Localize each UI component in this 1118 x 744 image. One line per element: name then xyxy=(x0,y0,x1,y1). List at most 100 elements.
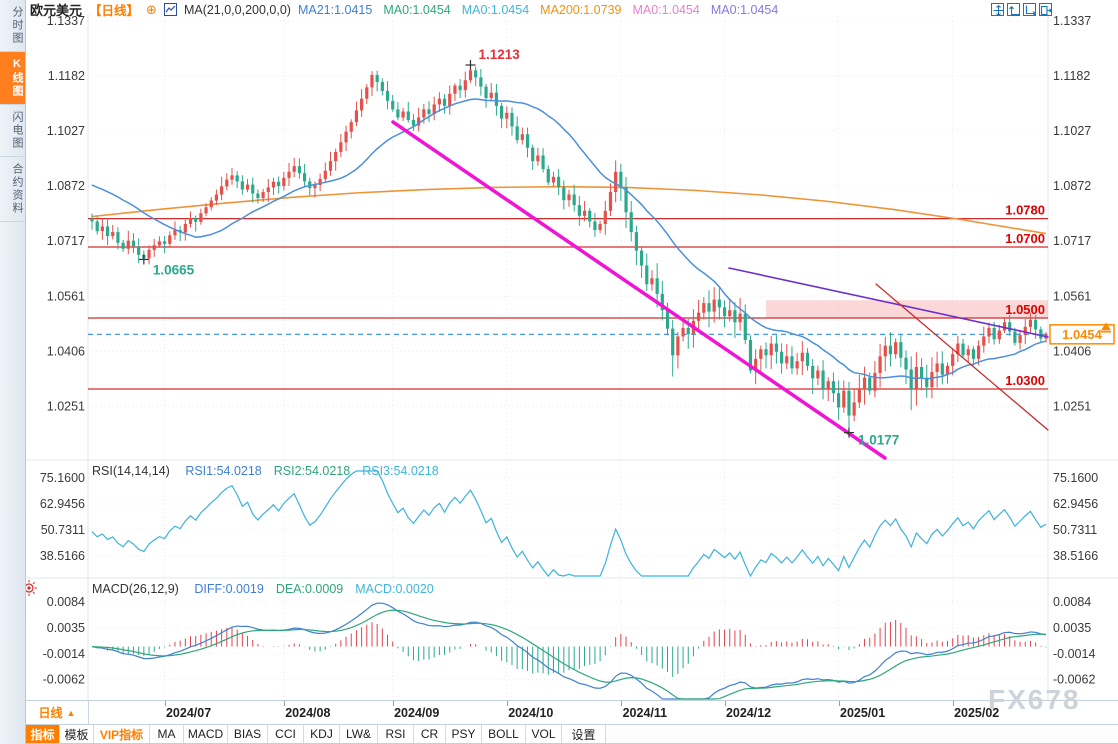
x-axis-date-label: 2024/12 xyxy=(725,706,772,720)
macd-value: DIFF:0.0019 xyxy=(194,582,264,596)
svg-text:1.0561: 1.0561 xyxy=(47,289,85,303)
svg-text:1.0406: 1.0406 xyxy=(47,344,85,358)
toolbar-item-设置[interactable]: 设置 xyxy=(562,725,606,743)
svg-text:1.0177: 1.0177 xyxy=(858,433,899,448)
period-tag: 【日线】 xyxy=(89,4,140,18)
toolbar-item-KDJ[interactable]: KDJ xyxy=(304,725,340,743)
svg-text:38.5166: 38.5166 xyxy=(40,549,85,563)
macd-values: DIFF:0.0019 DEA:0.0009 MACD:0.0020 xyxy=(194,582,445,596)
macd-title: MACD(26,12,9) xyxy=(92,582,179,596)
date-axis-row: 日线 ▲ 2024/07 2024/08 2024/09 2024/10 2024/11… xyxy=(26,700,1118,725)
toolbar-item-BIAS[interactable]: BIAS xyxy=(228,725,268,743)
export-icon[interactable] xyxy=(1039,3,1052,16)
sidebar-tab-3[interactable]: 闪电图 xyxy=(0,105,25,157)
period-selector-label: 日线 xyxy=(38,706,63,720)
rsi-values: RSI1:54.0218 RSI2:54.0218 RSI3:54.0218 xyxy=(185,464,450,478)
toolbar-item-CR[interactable]: CR xyxy=(414,725,446,743)
ma-value: MA200:1.0739 xyxy=(540,2,622,17)
kline-chart-icon xyxy=(163,3,177,16)
svg-text:1.0561: 1.0561 xyxy=(1053,289,1091,303)
toolbar-item-BOLL[interactable]: BOLL xyxy=(482,725,526,743)
move-icon[interactable] xyxy=(991,3,1004,16)
svg-text:1.1182: 1.1182 xyxy=(48,69,85,83)
svg-text:1.0251: 1.0251 xyxy=(1053,399,1091,413)
rsi-value: RSI2:54.0218 xyxy=(273,464,351,478)
svg-text:75.1600: 75.1600 xyxy=(1053,471,1098,485)
svg-text:1.0872: 1.0872 xyxy=(1053,179,1091,193)
svg-text:1.0700: 1.0700 xyxy=(1005,231,1045,246)
chart-header: 欧元美元 【日线】 ⊕ MA(21,0,0,200,0,0) MA21:1.04… xyxy=(30,1,789,19)
sidebar-tab-4[interactable]: 合约资料 xyxy=(0,157,25,222)
period-selector[interactable]: 日线 ▲ xyxy=(26,701,89,724)
x-axis-date-label: 2024/07 xyxy=(165,706,212,720)
svg-text:38.5166: 38.5166 xyxy=(1053,549,1098,563)
svg-text:0.0035: 0.0035 xyxy=(1053,621,1091,635)
month-tick xyxy=(620,701,622,706)
toolbar-item-模板[interactable]: 模板 xyxy=(60,725,94,743)
macd-value: DEA:0.0009 xyxy=(275,582,344,596)
chevron-up-icon: ▲ xyxy=(66,707,76,718)
svg-text:50.7311: 50.7311 xyxy=(41,523,85,537)
svg-text:1.1182: 1.1182 xyxy=(1053,69,1090,83)
zoom-y-axis-icon[interactable] xyxy=(1007,3,1020,16)
toolbar-item-VOL[interactable]: VOL xyxy=(526,725,562,743)
svg-text:1.0717: 1.0717 xyxy=(1053,234,1091,248)
svg-text:1.0406: 1.0406 xyxy=(1053,344,1091,358)
x-axis-date-label: 2025/02 xyxy=(954,706,1000,720)
svg-text:1.0300: 1.0300 xyxy=(1005,373,1045,388)
svg-text:0.0084: 0.0084 xyxy=(47,595,85,609)
svg-text:1.1027: 1.1027 xyxy=(47,124,85,138)
rsi-value: RSI3:54.0218 xyxy=(362,464,439,478)
sidebar-tab-2[interactable]: K线图 xyxy=(0,52,25,105)
symbol-name: 欧元美元 xyxy=(30,3,83,18)
svg-text:1.1337: 1.1337 xyxy=(47,14,85,28)
x-axis-date-label: 2024/11 xyxy=(622,706,668,720)
toolbar-item-VIP指标[interactable]: VIP指标 xyxy=(94,725,150,743)
month-tick xyxy=(952,701,954,706)
macd-panel-header: MACD(26,12,9) DIFF:0.0019 DEA:0.0009 MACD:… xyxy=(92,582,458,596)
chart-tool-icons xyxy=(991,3,1052,16)
svg-text:1.1337: 1.1337 xyxy=(1053,14,1091,28)
ma-value: MA0:1.0454 xyxy=(461,2,530,17)
svg-text:1.0454: 1.0454 xyxy=(1062,327,1103,342)
svg-text:50.7311: 50.7311 xyxy=(1053,523,1097,537)
svg-text:-0.0062: -0.0062 xyxy=(1053,672,1095,686)
add-indicator-icon[interactable]: ⊕ xyxy=(146,1,157,17)
x-axis-date-label: 2024/08 xyxy=(285,706,331,720)
zoom-x-axis-icon[interactable] xyxy=(1023,3,1036,16)
month-tick xyxy=(164,701,166,706)
toolbar-item-MA[interactable]: MA xyxy=(150,725,184,743)
x-axis-date-label: 2024/10 xyxy=(508,706,554,720)
svg-text:1.0872: 1.0872 xyxy=(47,179,85,193)
ma-value: MA21:1.0415 xyxy=(297,2,373,17)
svg-text:-0.0014: -0.0014 xyxy=(1053,647,1095,661)
svg-text:1.0500: 1.0500 xyxy=(1005,302,1045,317)
svg-text:62.9456: 62.9456 xyxy=(40,497,85,511)
svg-text:-0.0062: -0.0062 xyxy=(43,672,85,686)
svg-text:1.0251: 1.0251 xyxy=(47,399,85,413)
bottom-toolbar: 指标 模板 VIP指标 MA MACD BIAS CCI KDJ LW& RSI CR PSY BOLL… xyxy=(26,725,1118,744)
svg-text:0.0035: 0.0035 xyxy=(47,621,85,635)
month-tick xyxy=(724,701,726,706)
month-tick xyxy=(283,701,285,706)
toolbar-item-PSY[interactable]: PSY xyxy=(446,725,482,743)
left-sidebar: 分时图 K线图 闪电图 合约资料 xyxy=(0,0,26,744)
svg-text:1.0717: 1.0717 xyxy=(47,234,85,248)
rsi-title: RSI(14,14,14) xyxy=(92,464,170,478)
svg-text:1.0780: 1.0780 xyxy=(1005,203,1045,218)
x-axis-date-label: 2024/09 xyxy=(394,706,440,720)
svg-text:62.9456: 62.9456 xyxy=(1053,497,1098,511)
toolbar-item-RSI[interactable]: RSI xyxy=(378,725,414,743)
toolbar-item-MACD[interactable]: MACD xyxy=(184,725,228,743)
svg-text:1.1213: 1.1213 xyxy=(478,47,520,62)
ma-value: MA0:1.0454 xyxy=(632,2,700,17)
svg-text:1.1027: 1.1027 xyxy=(1053,124,1091,138)
svg-text:0.0084: 0.0084 xyxy=(1053,595,1091,609)
price-chart-canvas[interactable]: 1.0780 1.0700 1.0500 1.0300 1.1213 1.0665 1.01… xyxy=(0,0,1118,700)
ma-value: MA0:1.0454 xyxy=(710,2,779,17)
sidebar-tab-1[interactable]: 分时图 xyxy=(0,0,25,52)
toolbar-item-CCI[interactable]: CCI xyxy=(268,725,304,743)
toolbar-item-LW&[interactable]: LW& xyxy=(340,725,378,743)
toolbar-item-指标[interactable]: 指标 xyxy=(26,725,60,743)
ma-values: MA21:1.0415 MA0:1.0454 MA0:1.0454 MA200:1.0… xyxy=(298,3,789,17)
